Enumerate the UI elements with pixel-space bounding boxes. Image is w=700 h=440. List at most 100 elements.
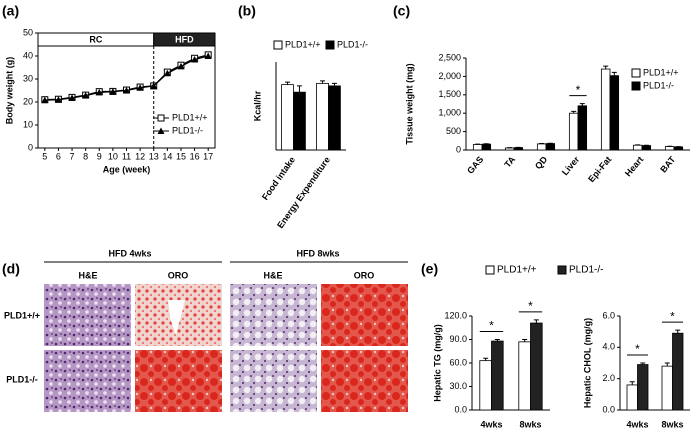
y-tick-label: 60.0 bbox=[449, 357, 467, 367]
significance-mark: * bbox=[489, 319, 494, 333]
legend-swatch bbox=[325, 40, 335, 50]
x-tick-label: 8 bbox=[83, 151, 88, 161]
y-tick-label: 2,500 bbox=[438, 52, 461, 62]
bar bbox=[518, 341, 531, 411]
x-tick-label: 12 bbox=[135, 151, 145, 161]
y-tick-label: 1,000 bbox=[438, 108, 461, 118]
bar bbox=[672, 332, 684, 411]
x-tick-label: 5 bbox=[42, 151, 47, 161]
x-tick-label: 7 bbox=[70, 151, 75, 161]
panel-label: (c) bbox=[393, 3, 410, 19]
x-tick-label: GAS bbox=[465, 154, 485, 175]
error-bar bbox=[629, 381, 635, 385]
x-tick-label: 15 bbox=[176, 151, 186, 161]
bar bbox=[600, 68, 611, 151]
stain-label: H&E bbox=[263, 270, 282, 280]
histology-image bbox=[44, 350, 131, 412]
marker bbox=[150, 82, 158, 89]
marker bbox=[177, 62, 185, 70]
panel-label: (e) bbox=[421, 261, 438, 277]
y-tick-label: 10 bbox=[23, 119, 33, 129]
legend-label: PLD1-/- bbox=[172, 125, 203, 135]
y-tick-label: 30 bbox=[23, 73, 33, 83]
region-label: HFD bbox=[175, 34, 194, 44]
stain-label: ORO bbox=[354, 270, 375, 280]
x-tick-label: 4wks bbox=[480, 419, 502, 429]
bar bbox=[513, 147, 524, 151]
x-axis-label: Age (week) bbox=[103, 164, 151, 174]
bar bbox=[664, 146, 675, 151]
x-tick-label: Epi-Fat bbox=[586, 154, 613, 184]
legend-swatch bbox=[631, 81, 641, 91]
error-bar bbox=[285, 81, 291, 85]
error-bar bbox=[331, 82, 337, 86]
bar bbox=[316, 82, 329, 151]
y-tick-label: 500 bbox=[446, 126, 461, 136]
legend-label: PLD1+/+ bbox=[172, 112, 208, 122]
marker bbox=[136, 84, 144, 91]
error-bar bbox=[675, 329, 681, 334]
histology-image bbox=[44, 284, 131, 346]
marker bbox=[95, 88, 103, 96]
y-tick-label: 40 bbox=[23, 50, 33, 60]
panel-label: (d) bbox=[2, 261, 20, 277]
bar bbox=[626, 384, 638, 411]
bar bbox=[641, 145, 652, 151]
bar bbox=[637, 364, 649, 411]
bar bbox=[536, 143, 547, 151]
y-tick-label: 120.0 bbox=[444, 310, 467, 320]
y-tick-label: 0.0 bbox=[602, 404, 615, 414]
legend-label: PLD1+/+ bbox=[497, 265, 537, 276]
y-tick-label: 4.0 bbox=[602, 342, 615, 352]
x-tick-label: 9 bbox=[97, 151, 102, 161]
y-tick-label: 1,500 bbox=[438, 89, 461, 99]
x-tick-label: TA bbox=[502, 154, 517, 169]
x-tick-label: 16 bbox=[190, 151, 200, 161]
x-tick-label: Heart bbox=[623, 154, 645, 178]
panel-label: (a) bbox=[2, 3, 19, 19]
significance-mark: * bbox=[528, 299, 533, 313]
marker bbox=[191, 55, 199, 63]
y-axis-label: Body weight (g) bbox=[4, 57, 14, 125]
legend-swatch bbox=[273, 40, 283, 50]
group-label: HFD 8wks bbox=[296, 248, 339, 258]
error-bar bbox=[483, 357, 489, 361]
marker bbox=[163, 69, 171, 77]
bar bbox=[293, 91, 306, 151]
x-tick-label: 17 bbox=[203, 151, 213, 161]
marker bbox=[41, 96, 49, 104]
row-label: PLD1-/- bbox=[6, 374, 38, 384]
x-tick-label: 8wks bbox=[661, 419, 683, 429]
error-bar bbox=[664, 362, 670, 367]
legend-label: PLD1-/- bbox=[569, 265, 603, 276]
y-axis-label: Tissue weight (mg) bbox=[404, 63, 414, 144]
histology-image bbox=[321, 350, 408, 412]
marker bbox=[68, 94, 76, 101]
group-label: HFD 4wks bbox=[108, 248, 151, 258]
vessel bbox=[168, 300, 185, 335]
marker bbox=[123, 87, 130, 94]
marker bbox=[204, 52, 212, 59]
error-bar bbox=[611, 71, 617, 76]
legend-swatch bbox=[557, 265, 567, 275]
error-bar bbox=[522, 339, 528, 342]
x-tick-label: 14 bbox=[162, 151, 172, 161]
y-tick-label: 0.0 bbox=[454, 404, 467, 414]
legend-swatch bbox=[485, 265, 495, 275]
region-band bbox=[153, 32, 216, 47]
error-bar bbox=[320, 80, 326, 84]
bar bbox=[545, 143, 556, 151]
legend-label: PLD1+/+ bbox=[643, 67, 679, 77]
y-axis-label: Hepatic CHOL (mg/g) bbox=[582, 318, 592, 408]
bar bbox=[609, 75, 620, 151]
histology-image bbox=[230, 284, 317, 346]
histology-image bbox=[230, 350, 317, 412]
legend-marker bbox=[157, 127, 165, 134]
stain-label: H&E bbox=[78, 270, 97, 280]
error-bar bbox=[603, 65, 609, 70]
y-tick-label: 2.0 bbox=[602, 373, 615, 383]
legend-label: PLD1+/+ bbox=[285, 39, 321, 49]
stain-label: ORO bbox=[168, 270, 189, 280]
bar bbox=[632, 144, 643, 151]
